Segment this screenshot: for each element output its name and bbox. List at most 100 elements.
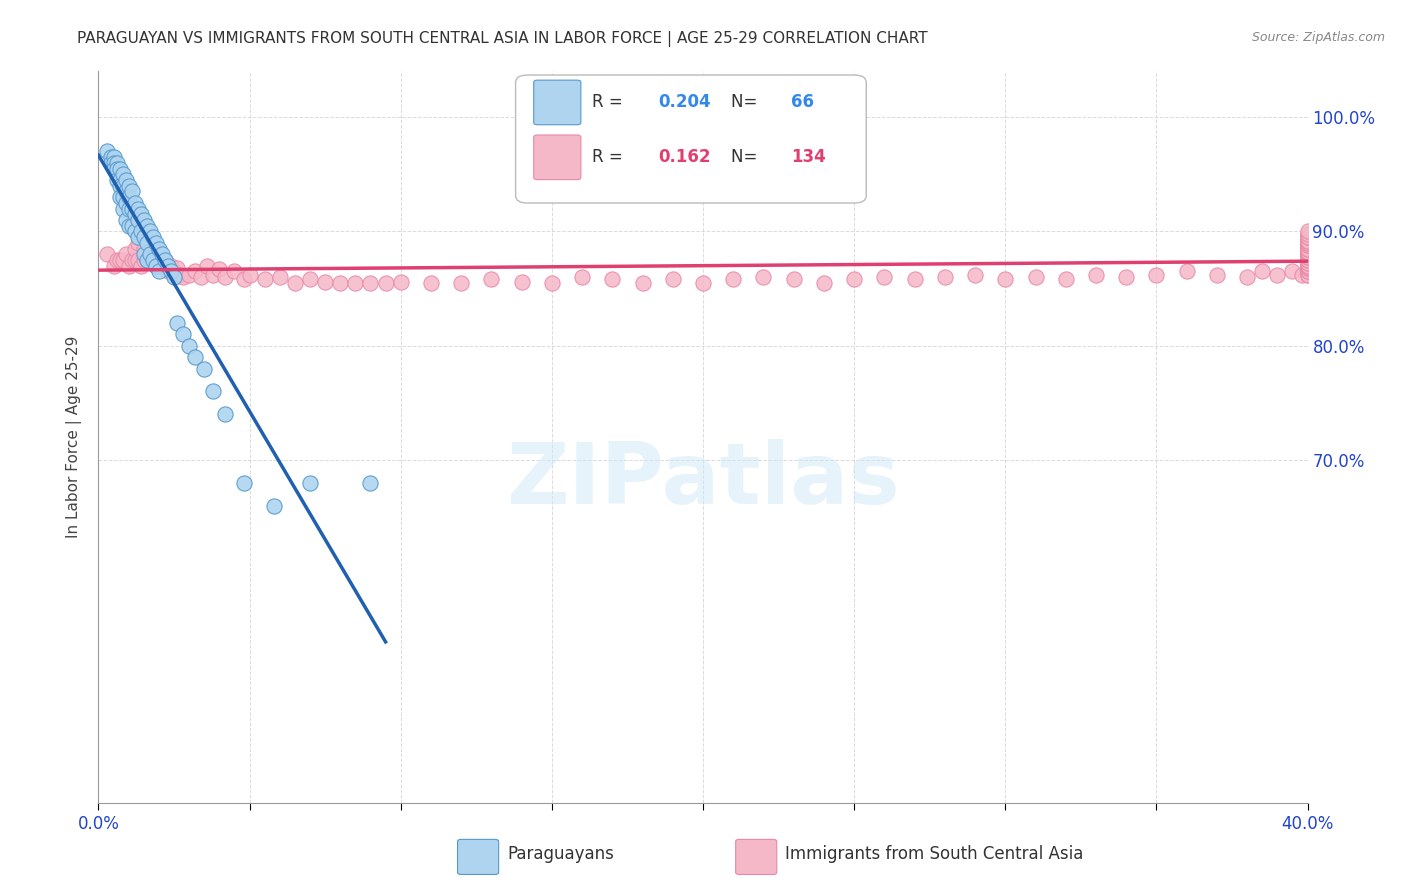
Point [127, 230, 149, 244]
Point [135, 235, 157, 250]
Point [121, 252, 143, 267]
Point [314, 275, 336, 289]
Point [1296, 244, 1319, 259]
Point [1296, 247, 1319, 261]
Point [160, 259, 183, 273]
Point [965, 268, 987, 282]
Point [114, 247, 136, 261]
Point [129, 207, 152, 221]
Point [239, 268, 262, 282]
Point [111, 178, 134, 193]
Point [1296, 252, 1319, 267]
Point [1296, 250, 1319, 264]
Point [1296, 264, 1319, 278]
Point [124, 242, 146, 256]
Point [1296, 252, 1319, 267]
Point [163, 264, 186, 278]
Point [1296, 234, 1319, 248]
Point [1296, 260, 1319, 275]
Point [148, 252, 170, 267]
Point [105, 161, 128, 176]
Point [1296, 259, 1319, 273]
Point [1296, 268, 1319, 282]
Point [1296, 260, 1319, 275]
Point [284, 276, 307, 290]
Point [105, 173, 128, 187]
Point [510, 275, 533, 289]
Point [105, 252, 128, 267]
Point [1296, 238, 1319, 252]
FancyBboxPatch shape [516, 75, 866, 203]
Point [139, 247, 162, 261]
Point [1296, 259, 1319, 273]
Point [1115, 270, 1137, 285]
Point [253, 272, 276, 286]
Point [1236, 270, 1258, 285]
Point [1296, 247, 1319, 261]
Point [450, 276, 472, 290]
Point [150, 259, 173, 273]
Point [142, 242, 165, 256]
Point [132, 242, 155, 256]
Point [1296, 224, 1319, 238]
Point [752, 270, 775, 285]
Point [1296, 234, 1319, 248]
Text: Paraguayans: Paraguayans [508, 845, 614, 863]
Point [299, 272, 322, 286]
Point [124, 252, 146, 267]
Point [179, 268, 201, 282]
Point [111, 252, 134, 267]
Point [329, 276, 352, 290]
Point [127, 252, 149, 267]
Point [121, 202, 143, 216]
Point [139, 252, 162, 267]
Point [103, 259, 125, 273]
Point [103, 156, 125, 170]
Point [1296, 235, 1319, 250]
Point [108, 252, 131, 267]
Point [132, 230, 155, 244]
Point [96, 145, 118, 159]
Point [100, 150, 122, 164]
Text: 66: 66 [792, 94, 814, 112]
Point [692, 276, 714, 290]
Point [148, 259, 170, 273]
Point [360, 475, 382, 490]
Point [135, 252, 157, 267]
Point [232, 475, 254, 490]
Point [108, 161, 131, 176]
Point [813, 276, 835, 290]
Point [844, 272, 866, 286]
Point [1296, 244, 1319, 259]
Point [344, 276, 367, 290]
Point [179, 338, 201, 352]
Point [153, 259, 176, 273]
Point [1296, 250, 1319, 264]
Point [105, 156, 128, 170]
Point [1296, 227, 1319, 241]
Point [118, 190, 141, 204]
Point [202, 384, 225, 399]
Point [135, 247, 157, 261]
Point [160, 264, 183, 278]
Point [904, 272, 927, 286]
Point [114, 213, 136, 227]
Point [232, 272, 254, 286]
Point [1085, 268, 1108, 282]
Point [299, 475, 322, 490]
Text: ZIPatlas: ZIPatlas [506, 440, 900, 523]
Point [153, 252, 176, 267]
Point [172, 327, 194, 342]
Point [1296, 252, 1319, 267]
Point [169, 268, 191, 282]
Point [1296, 250, 1319, 264]
Point [1296, 238, 1319, 252]
Point [132, 252, 155, 267]
Point [118, 219, 141, 233]
Point [145, 235, 167, 250]
Point [193, 361, 215, 376]
Point [166, 260, 188, 275]
Point [269, 270, 291, 285]
Point [145, 259, 167, 273]
Point [148, 242, 170, 256]
